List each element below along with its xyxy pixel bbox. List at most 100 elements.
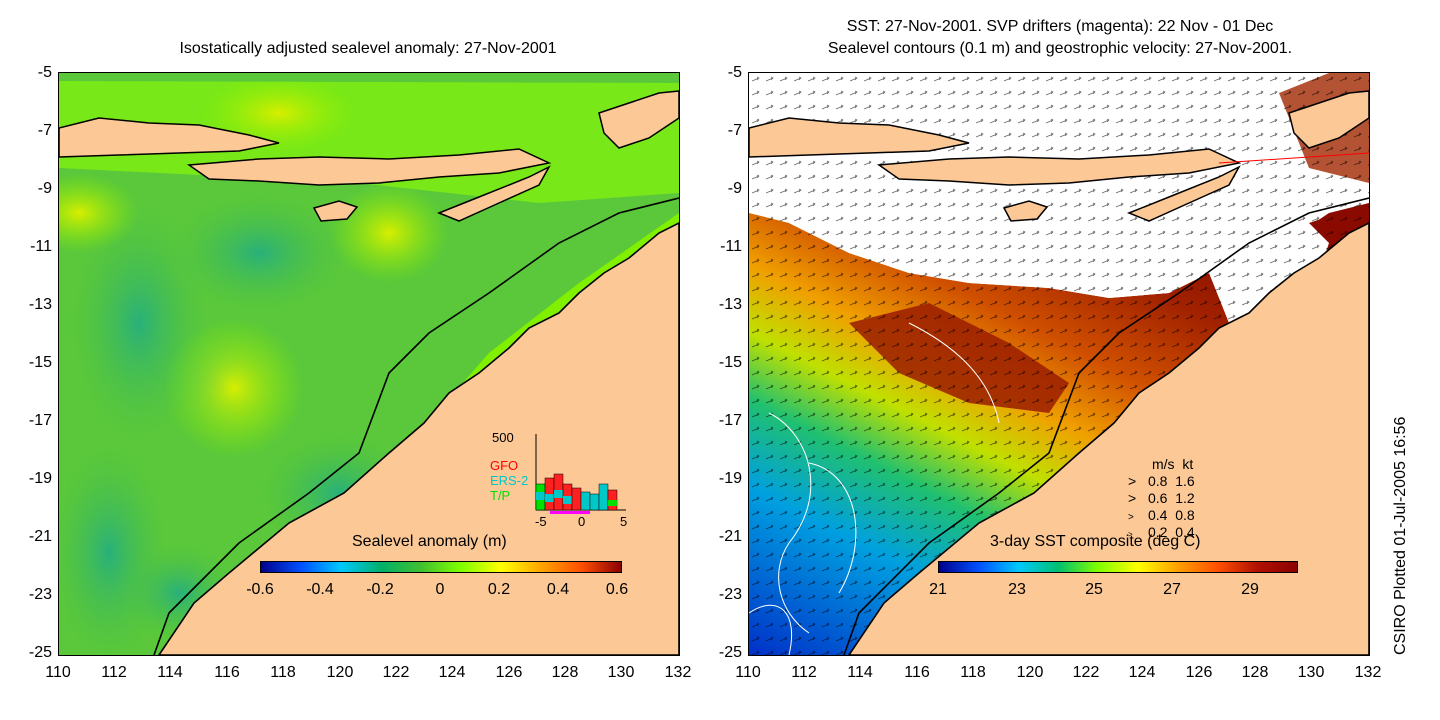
colorbar-tick: 23 [1008,581,1026,598]
lon-tick-label: 122 [1072,664,1100,681]
lon-tick-label: 124 [1128,664,1156,681]
lon-tick-label: 110 [45,664,71,681]
colorbar-tick: 27 [1163,581,1181,598]
lon-tick-label: 126 [1185,664,1213,681]
lat-tick-label: -15 [28,354,52,371]
lat-tick-label: -13 [28,296,52,313]
lat-tick-label: -9 [727,180,742,197]
histogram-bars [535,434,626,514]
lon-tick-label: 112 [101,664,127,681]
lon-tick-label: 114 [157,664,183,681]
velocity-arrow-icon: > [1128,490,1137,506]
velocity-kt: 1.2 [1175,490,1195,506]
drifter-marker [550,511,590,514]
histogram-max-label: 500 [492,430,514,445]
lat-tick-label: -17 [718,412,742,429]
lon-tick-label: 118 [960,664,986,681]
lon-tick-label: 126 [495,664,523,681]
lon-tick-label: 130 [607,664,635,681]
sealevel-colorbar [260,561,622,573]
lon-tick-label: 114 [847,664,873,681]
velocity-legend-header: m/s kt [1152,456,1193,472]
velocity-ms: 0.2 [1148,524,1168,540]
colorbar-tick: -0.2 [366,581,394,598]
lon-tick-label: 116 [214,664,240,681]
lon-tick-label: 132 [664,664,692,681]
sst-map [748,72,1370,656]
satellite-label-tp: T/P [490,488,511,503]
lat-tick-label: -21 [28,528,52,545]
lon-tick-label: 110 [735,664,761,681]
colorbar-tick: 29 [1241,581,1259,598]
lat-tick-label: -7 [37,122,52,139]
lat-tick-label: -21 [718,528,742,545]
lat-tick-label: -25 [718,644,742,661]
velocity-ms: 0.4 [1148,507,1168,523]
lat-tick-label: -17 [28,412,52,429]
sealevel-anomaly-field [59,73,679,655]
velocity-kt: 0.8 [1175,507,1195,523]
lon-tick-label: 120 [326,664,354,681]
histogram-x-label: -5 [535,514,547,529]
sst-colorbar [938,561,1298,573]
sst-field [749,73,1369,655]
right-map-title-line1: SST: 27-Nov-2001. SVP drifters (magenta)… [846,18,1274,35]
lat-tick-label: -19 [28,470,52,487]
velocity-header-ms: m/s [1152,456,1175,472]
velocity-kt: 0.4 [1175,524,1195,540]
velocity-arrow-icon: > [1128,473,1137,489]
lat-tick-label: -9 [37,180,52,197]
histogram-x-label: 0 [578,514,586,529]
left-map-title: Isostatically adjusted sealevel anomaly:… [179,40,557,57]
lon-tick-label: 128 [551,664,579,681]
histogram-bar-stack [535,473,618,511]
lat-tick-label: -15 [718,354,742,371]
velocity-ms: 0.8 [1148,473,1168,489]
lon-tick-label: 130 [1297,664,1325,681]
velocity-legend-row: >0.6 1.2 [1128,490,1195,506]
sealevel-anomaly-map [58,72,680,656]
lon-tick-label: 120 [1016,664,1044,681]
histogram-x-label: 5 [620,514,628,529]
satellite-label-gfo: GFO [490,458,519,473]
colorbar-tick: 25 [1085,581,1103,598]
satellite-label-ers2: ERS-2 [490,473,529,488]
velocity-kt: 1.6 [1175,473,1195,489]
drifter-track [1218,152,1369,164]
lat-tick-label: -5 [37,64,52,81]
velocity-header-kt: kt [1182,456,1194,472]
lat-tick-label: -23 [28,586,52,603]
colorbar-tick: 0 [435,581,445,598]
velocity-ms: 0.6 [1148,490,1168,506]
colorbar-tick: 0.6 [605,581,629,598]
plot-credit: CSIRO Plotted 01-Jul-2005 16:56 [1392,416,1409,655]
colorbar-tick: 0.4 [546,581,570,598]
lon-tick-label: 128 [1241,664,1269,681]
velocity-legend-row: >0.8 1.6 [1128,473,1195,489]
velocity-arrow-icon: > [1128,530,1133,539]
colorbar-tick: -0.4 [306,581,334,598]
lat-tick-label: -7 [727,122,742,139]
lon-tick-label: 132 [1354,664,1382,681]
left-colorbar-title: Sealevel anomaly (m) [352,533,507,550]
lon-tick-label: 112 [791,664,817,681]
colorbar-tick: 21 [929,581,947,598]
lat-tick-label: -25 [28,644,52,661]
lat-tick-label: -11 [720,238,742,255]
lon-tick-label: 124 [438,664,466,681]
lon-tick-label: 118 [270,664,296,681]
velocity-arrow-icon: > [1128,512,1134,523]
right-map-title-line2: Sealevel contours (0.1 m) and geostrophi… [827,40,1293,57]
lat-tick-label: -23 [718,586,742,603]
velocity-legend-row: >0.2 0.4 [1128,524,1195,540]
lat-tick-label: -19 [718,470,742,487]
lon-tick-label: 122 [382,664,410,681]
lat-tick-label: -13 [718,296,742,313]
right-colorbar-title: 3-day SST composite (deg C) [990,533,1201,550]
velocity-legend-row: >0.4 0.8 [1128,507,1195,523]
colorbar-tick: 0.2 [487,581,511,598]
lon-tick-label: 116 [904,664,930,681]
colorbar-tick: -0.6 [246,581,274,598]
lat-tick-label: -5 [727,64,742,81]
lat-tick-label: -11 [30,238,52,255]
